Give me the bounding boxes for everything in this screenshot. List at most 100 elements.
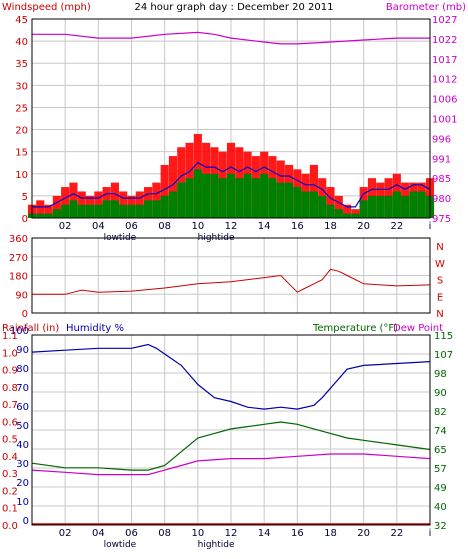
wind-tick-label: 15 xyxy=(15,148,28,159)
barometer-tick-label: 975 xyxy=(432,214,451,225)
hour-tick-label: 10 xyxy=(191,528,204,539)
average-bar xyxy=(326,204,335,218)
temperature-tick-label: 98 xyxy=(434,369,447,380)
temperature-tick-label: 90 xyxy=(434,388,447,399)
rain-tick-label: 0.8 xyxy=(2,383,18,394)
panel-frame xyxy=(31,237,431,314)
rain-tick-label: 0.0 xyxy=(2,521,18,532)
hour-tick-label: 10 xyxy=(191,221,204,232)
hour-tick-label: 20 xyxy=(357,528,370,539)
barometer-tick-label: 1027 xyxy=(432,15,457,26)
temperature-tick-label: 115 xyxy=(434,331,453,342)
rainfall-axis-label: Rainfall (in) xyxy=(2,323,59,334)
hour-tick-label: 18 xyxy=(324,221,337,232)
rain-tick-label: 1.0 xyxy=(2,348,18,359)
average-bar xyxy=(235,178,244,218)
compass-letter-label: N xyxy=(436,242,443,253)
average-bar xyxy=(102,200,111,218)
average-bar xyxy=(177,182,186,218)
temperature-tick-label: 107 xyxy=(434,350,453,361)
dewpoint-axis-label: Dew Point xyxy=(393,323,443,334)
average-bar xyxy=(401,195,410,218)
average-bar xyxy=(268,178,277,218)
gust-bar xyxy=(334,195,343,218)
gust-bar xyxy=(36,200,45,218)
humidity-tick-label: 40 xyxy=(16,440,29,451)
average-bar xyxy=(152,200,161,218)
temperature-tick-label: 40 xyxy=(434,502,447,513)
humidity-tick-label: 50 xyxy=(16,421,29,432)
average-bar xyxy=(44,213,53,218)
average-bar xyxy=(94,204,103,218)
humidity-tick-label: 90 xyxy=(16,345,29,356)
rain-tick-label: 0.2 xyxy=(2,486,18,497)
average-bar xyxy=(301,191,310,218)
barometer-tick-label: 1017 xyxy=(432,55,457,66)
wind-tick-label: 40 xyxy=(15,37,28,48)
average-bar xyxy=(392,191,401,218)
humidity-tick-label: 20 xyxy=(16,478,29,489)
humidity-tick-label: 100 xyxy=(10,326,29,337)
hour-tick-label: 04 xyxy=(92,528,105,539)
compass-letter-label: N xyxy=(436,309,443,320)
average-bar xyxy=(318,195,327,218)
barometer-tick-label: 1006 xyxy=(432,95,457,106)
gust-bar xyxy=(343,204,352,218)
hour-tick-label: 16 xyxy=(291,221,304,232)
average-bar xyxy=(110,200,119,218)
hour-tick-label: 14 xyxy=(258,221,271,232)
hour-tick-label: 02 xyxy=(59,221,72,232)
average-bar xyxy=(367,195,377,218)
average-bar xyxy=(160,195,169,218)
hour-tick-label: 18 xyxy=(324,528,337,539)
wind-tick-label: 35 xyxy=(15,59,28,70)
rain-tick-label: 0.4 xyxy=(2,452,18,463)
rain-tick-label: 0.1 xyxy=(2,504,18,515)
hour-tick-label: 14 xyxy=(258,528,271,539)
direction-tick-label: 360 xyxy=(9,234,28,245)
average-bar xyxy=(210,173,219,218)
average-bar xyxy=(243,173,252,218)
gust-bar xyxy=(160,164,169,218)
average-bar xyxy=(202,173,211,218)
average-bar xyxy=(144,200,153,218)
average-bar xyxy=(309,191,318,218)
average-bar xyxy=(168,191,178,218)
humidity-tick-label: 80 xyxy=(16,364,29,375)
hightide-label: hightide xyxy=(198,540,235,550)
direction-tick-label: 270 xyxy=(9,253,28,264)
gust-bar xyxy=(44,204,53,218)
hour-tick-label: 04 xyxy=(92,221,105,232)
compass-letter-label: W xyxy=(435,259,445,270)
average-bar xyxy=(226,173,236,218)
barometer-tick-label: 991 xyxy=(432,154,451,165)
wind-tick-label: 0 xyxy=(22,214,28,225)
wind-tick-label: 30 xyxy=(15,81,28,92)
humidity-axis-label: Humidity % xyxy=(66,323,124,334)
hour-tick-label: i xyxy=(429,528,432,539)
temperature-axis-label: Temperature (°F) xyxy=(312,323,398,334)
rain-tick-label: 0.6 xyxy=(2,417,18,428)
wind-tick-label: 45 xyxy=(15,15,28,26)
panel-frame xyxy=(31,18,431,219)
rain-tick-label: 0.5 xyxy=(2,435,18,446)
humidity-tick-label: 0 xyxy=(23,516,29,527)
gust-bar xyxy=(52,195,61,218)
humidity-tick-label: 60 xyxy=(16,402,29,413)
average-bar xyxy=(77,204,86,218)
barometer-tick-label: 1001 xyxy=(432,115,457,126)
average-bar xyxy=(185,178,194,218)
humidity-tick-label: 30 xyxy=(16,459,29,470)
barometer-tick-label: 1012 xyxy=(432,75,457,86)
temperature-tick-label: 82 xyxy=(434,407,447,418)
average-bar xyxy=(334,209,343,218)
average-bar xyxy=(251,178,260,218)
rain-tick-label: 0.9 xyxy=(2,366,18,377)
gust-bar xyxy=(168,156,178,218)
average-bar xyxy=(135,204,144,218)
temperature-tick-label: 57 xyxy=(434,464,447,475)
humidity-line xyxy=(31,343,431,410)
average-bar xyxy=(69,200,78,218)
temperature-line xyxy=(31,421,431,471)
